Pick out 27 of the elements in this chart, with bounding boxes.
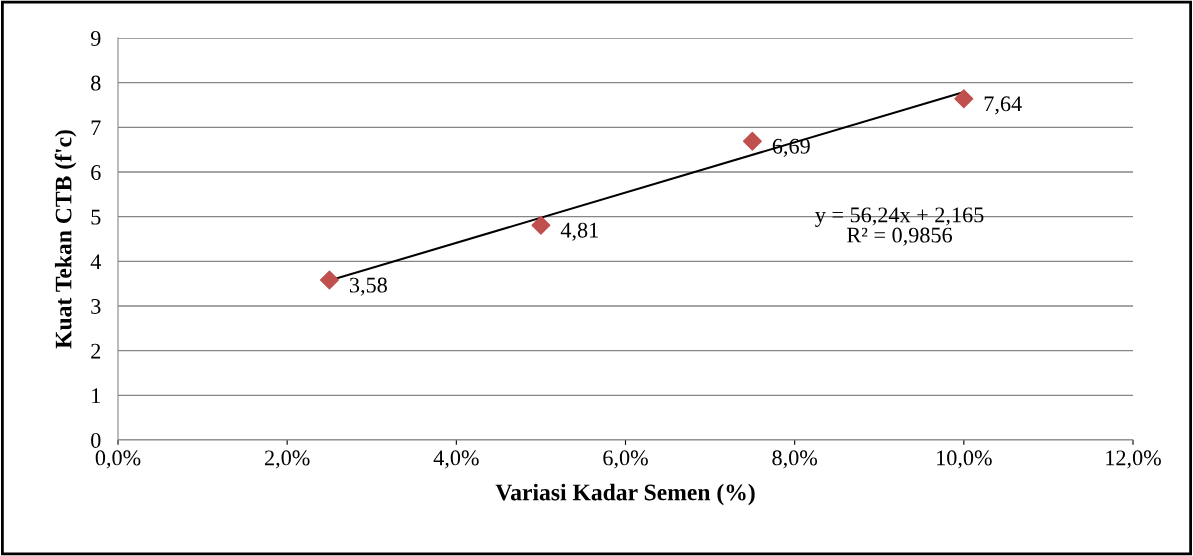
- data-label: 4,81: [560, 222, 598, 241]
- y-tick-label: 3: [91, 298, 101, 314]
- point: [742, 131, 762, 151]
- x-axis-title: Variasi Kadar Semen (%): [495, 483, 755, 506]
- x-tick-label: 6,0%: [603, 450, 648, 469]
- y-tick-label: 1: [92, 388, 100, 404]
- x-tick-label: 10,0%: [937, 450, 992, 469]
- data-label: 7,64: [984, 96, 1022, 115]
- y-tick-label: 2: [91, 343, 101, 359]
- x-tick-label: 8,0%: [772, 450, 818, 469]
- y-tick-label: 5: [91, 209, 101, 225]
- x-tick-label: 2,0%: [265, 450, 310, 469]
- point: [954, 89, 974, 109]
- y-axis-title: Kuat Tekan CTB (f'c): [54, 130, 77, 349]
- point: [531, 215, 551, 235]
- point: [319, 270, 339, 290]
- y-tick-label: 6: [91, 164, 101, 180]
- y-tick-label: 4: [90, 254, 101, 270]
- y-tick-label: 8: [91, 75, 101, 91]
- x-tick-label: 12,0%: [1106, 450, 1161, 469]
- y-tick-label: 9: [90, 30, 101, 46]
- annotation: y = 56,24x + 2,165 R² = 0,9856: [815, 207, 984, 246]
- x-tick-label: 4,0%: [433, 450, 479, 469]
- data-label: 3,58: [349, 277, 387, 296]
- y-tick-label: 7: [91, 120, 101, 136]
- x-tick-label: 0,0%: [95, 450, 141, 469]
- y-tick-label: 0: [91, 432, 101, 448]
